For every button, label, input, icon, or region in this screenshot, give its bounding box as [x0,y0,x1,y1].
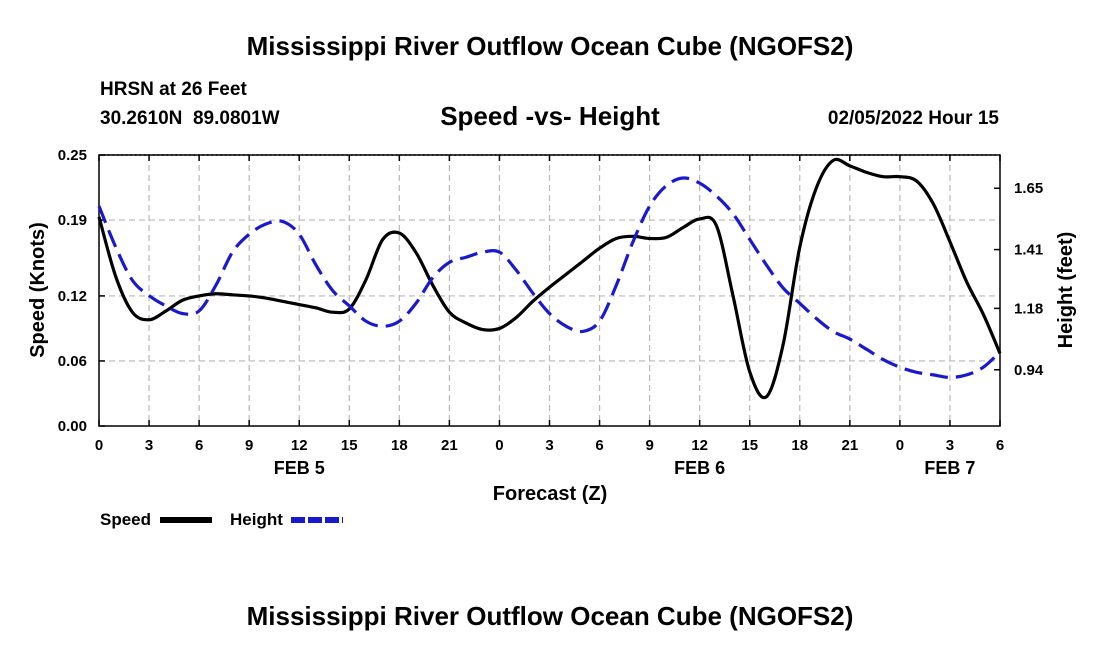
x-tick-label: 0 [95,437,103,454]
datetime-label: 02/05/2022 Hour 15 [828,108,1000,129]
x-tick-label: 21 [441,437,458,454]
y2-axis-title: Height (feet) [1055,232,1077,349]
y-tick-label: 0.19 [58,212,87,229]
x-tick-label: 12 [291,437,308,454]
y-tick-label: 0.06 [58,353,87,370]
x-tick-label: 15 [341,437,358,454]
x-tick-label: 6 [996,437,1004,454]
speed-series-line [97,157,1002,400]
y2-tick-label: 0.94 [1014,362,1044,379]
x-tick-label: 15 [741,437,758,454]
x-tick-label: 18 [391,437,408,454]
date-label: FEB 7 [924,458,975,478]
x-tick-label: 9 [645,437,653,454]
x-tick-label: 9 [245,437,253,454]
y-tick-label: 0.12 [58,288,87,305]
y2-tick-label: 1.41 [1014,242,1043,259]
main-title: Mississippi River Outflow Ocean Cube (NG… [247,31,854,61]
x-tick-label: 6 [595,437,603,454]
coords-label: 30.2610N 89.0801W [100,108,280,129]
date-label: FEB 6 [674,458,725,478]
height-series-line [97,176,1002,380]
legend: Speed Height [100,510,343,529]
date-label: FEB 5 [274,458,325,478]
x-tick-label: 0 [495,437,503,454]
x-tick-label: 12 [691,437,708,454]
grid [99,155,1000,426]
legend-height-label: Height [230,510,283,529]
x-tick-label: 3 [946,437,954,454]
x-tick-label: 6 [195,437,203,454]
y-axis-title: Speed (Knots) [27,222,49,358]
y2-tick-label: 1.18 [1014,300,1043,317]
x-tick-label: 21 [841,437,858,454]
y-tick-label: 0.25 [58,147,87,164]
legend-speed-label: Speed [100,510,151,529]
x-tick-label: 3 [145,437,153,454]
x-tick-label: 0 [896,437,904,454]
series-lines [97,157,1002,400]
tick-labels: 0 3 6 9 12 15 18 21 0 3 6 9 12 15 18 21 0 3 6 FEB 5 FEB 6 FEB… [58,147,1044,478]
station-label: HRSN at 26 Feet [100,79,247,100]
footer-title: Mississippi River Outflow Ocean Cube (NG… [247,601,854,631]
y2-tick-label: 1.65 [1014,180,1043,197]
y-tick-label: 0.00 [58,418,87,435]
x-axis-title: Forecast (Z) [493,483,607,505]
axis-ticks [98,154,1001,427]
x-tick-label: 18 [791,437,808,454]
chart-title: Speed -vs- Height [440,101,660,131]
x-tick-label: 3 [545,437,553,454]
